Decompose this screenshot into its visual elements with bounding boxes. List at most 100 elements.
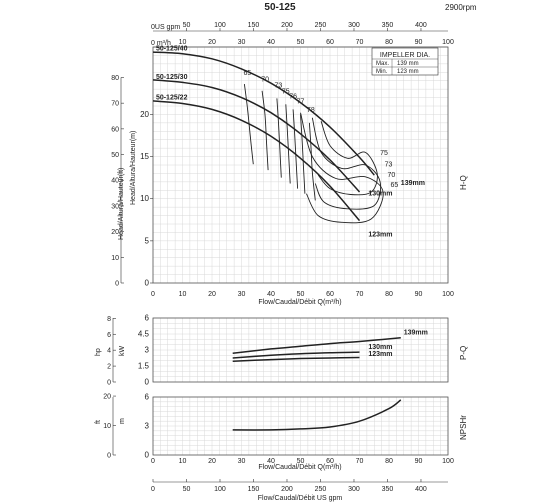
npsh-x-tick-label: 50 bbox=[297, 458, 305, 465]
hq-series-label: 50-125/30 bbox=[156, 74, 188, 81]
npsh-grid bbox=[152, 396, 449, 456]
efficiency-iso-line bbox=[261, 90, 269, 171]
npsh-x-tick-label: 80 bbox=[385, 458, 393, 465]
hq-diameter-label: 139mm bbox=[401, 180, 425, 187]
pq-hp-tick-label: 2 bbox=[107, 364, 111, 371]
npsh-m-tick-label: 3 bbox=[145, 422, 150, 431]
efficiency-contour bbox=[300, 112, 384, 224]
impeller-box-min-value: 123 mm bbox=[397, 69, 419, 75]
usgpm-bottom-tick-label: 0 bbox=[151, 486, 155, 493]
efficiency-iso-line bbox=[292, 109, 299, 189]
pq-kw-tick-label: 1.5 bbox=[138, 362, 150, 371]
npsh-x-tick-label: 10 bbox=[179, 458, 187, 465]
usgpm-top-tick-label: 100 bbox=[214, 22, 226, 29]
hq-x-tick-label: 10 bbox=[179, 291, 187, 298]
flow-top-ticks: 10 20 30 40 50 60 70 80 90 100 bbox=[179, 39, 454, 46]
impeller-box-frame bbox=[371, 47, 439, 76]
hq-x-tick-label: 80 bbox=[385, 291, 393, 298]
npsh-ft-ticks: 0 10 20 bbox=[103, 394, 116, 460]
efficiency-label: 65 bbox=[390, 182, 398, 189]
hq-diameter-label: 130mm bbox=[368, 190, 392, 197]
pq-ylabel-kw: kW bbox=[119, 346, 126, 357]
hq-series-label: 50-125/40 bbox=[156, 45, 188, 52]
hq-frame bbox=[152, 46, 449, 284]
hq-x-tick-label: 50 bbox=[297, 291, 305, 298]
hq-ft-tick-label: 70 bbox=[111, 101, 119, 108]
usgpm-top-tick-label: 300 bbox=[348, 22, 360, 29]
hq-ft-tick-label: 10 bbox=[111, 255, 119, 262]
flow-top-tick-label: 40 bbox=[267, 39, 275, 46]
efficiency-label: 70 bbox=[388, 172, 396, 179]
flow-top-tick-label: 50 bbox=[297, 39, 305, 46]
hq-ft-tick-label: 60 bbox=[111, 126, 119, 133]
flow-top-tick-label: 90 bbox=[415, 39, 423, 46]
flow-top-tick-label: 10 bbox=[179, 39, 187, 46]
flow-top-tick-label: 100 bbox=[442, 39, 454, 46]
flow-top-tick-label: 80 bbox=[385, 39, 393, 46]
pq-curve bbox=[232, 351, 360, 359]
npsh-ft-tick-label: 20 bbox=[103, 394, 111, 401]
hq-ft-tick-label: 0 bbox=[115, 281, 119, 288]
hq-x-tick-label: 20 bbox=[208, 291, 216, 298]
usgpm-bottom-tick-label: 350 bbox=[382, 486, 394, 493]
npsh-curves bbox=[232, 399, 402, 431]
hq-m-tick-label: 0 bbox=[145, 279, 150, 288]
hq-ft-tick-label: 80 bbox=[111, 75, 119, 82]
hq-diameter-label: 123mm bbox=[368, 232, 392, 239]
npsh-x-tick-label: 40 bbox=[267, 458, 275, 465]
efficiency-label: 73 bbox=[385, 162, 393, 169]
hq-m-tick-label: 5 bbox=[145, 236, 150, 245]
hq-x-tick-label: 30 bbox=[238, 291, 246, 298]
npsh-m-tick-label: 0 bbox=[145, 451, 150, 460]
pq-frame bbox=[152, 317, 449, 383]
impeller-box-max-value: 139 mm bbox=[397, 61, 419, 67]
hq-x-ticks: 0 10 20 30 40 50 60 70 80 90 100 bbox=[151, 291, 454, 298]
efficiency-iso-line bbox=[285, 104, 291, 184]
pq-curve bbox=[232, 336, 401, 354]
pq-hp-ticks: 0 2 4 6 8 bbox=[107, 316, 116, 387]
usgpm-top-tick-label: 250 bbox=[315, 22, 327, 29]
npsh-curve bbox=[232, 399, 402, 431]
pq-ylabel-hp: hp bbox=[95, 348, 102, 356]
usgpm-top-tick-label: 200 bbox=[281, 22, 293, 29]
npsh-xlabel: Flow/Caudal/Débit Q(m³/h) bbox=[258, 464, 341, 471]
efficiency-iso-line bbox=[300, 114, 306, 194]
hq-ylabel-m: Head/Altura/Hauteur(m) bbox=[130, 131, 137, 205]
npsh-x-tick-label: 20 bbox=[208, 458, 216, 465]
pq-kw-ticks: 0 1.5 3 4.5 6 bbox=[138, 314, 150, 387]
hq-curve bbox=[152, 51, 375, 176]
hq-ft-ticks: 0 10 20 30 40 50 60 70 80 bbox=[111, 75, 124, 288]
impeller-box-max-label: Max. bbox=[376, 61, 389, 67]
hq-x-tick-label: 90 bbox=[415, 291, 423, 298]
pq-curve bbox=[232, 356, 360, 362]
speed-label: 2900rpm bbox=[445, 3, 477, 12]
chart-title: 50-125 bbox=[264, 2, 296, 13]
usgpm-bottom-tick-label: 150 bbox=[248, 486, 260, 493]
flow-top-unit: 0 m³/h bbox=[151, 40, 171, 47]
npsh-ylabel-m: m bbox=[119, 418, 126, 424]
hq-series-label: 50-125/22 bbox=[156, 94, 188, 101]
pq-diameter-label: 130mm bbox=[368, 344, 392, 351]
usgpm-top-unit: 0US gpm bbox=[151, 24, 180, 31]
hq-x-tick-label: 100 bbox=[442, 291, 454, 298]
pq-kw-tick-label: 3 bbox=[145, 346, 150, 355]
hq-curve bbox=[152, 100, 361, 222]
hq-ft-tick-label: 40 bbox=[111, 178, 119, 185]
npsh-x-ticks: 0 10 20 30 40 50 60 70 80 90 100 bbox=[151, 458, 454, 465]
npsh-x-tick-label: 100 bbox=[442, 458, 454, 465]
pq-kw-tick-label: 0 bbox=[145, 378, 150, 387]
usgpm-top-tick-label: 400 bbox=[415, 22, 427, 29]
pq-side-label: P-Q bbox=[459, 346, 468, 360]
flow-top-tick-label: 30 bbox=[238, 39, 246, 46]
npsh-x-tick-label: 90 bbox=[415, 458, 423, 465]
hq-ft-tick-label: 20 bbox=[111, 229, 119, 236]
usgpm-top-tick-label: 350 bbox=[382, 22, 394, 29]
efficiency-iso-line bbox=[243, 84, 254, 165]
hq-x-tick-label: 60 bbox=[326, 291, 334, 298]
hq-grid bbox=[152, 46, 449, 284]
pq-diameter-label: 139mm bbox=[404, 330, 428, 337]
hq-x-tick-label: 0 bbox=[151, 291, 155, 298]
